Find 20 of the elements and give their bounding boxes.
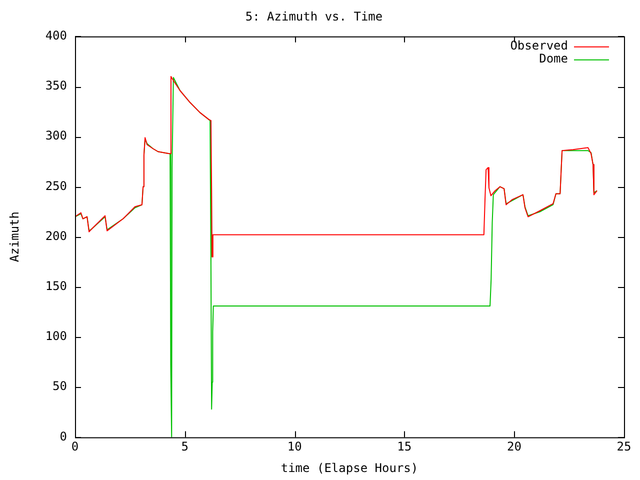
y-tick-label: 350 [45, 78, 67, 93]
y-axis-title: Azimuth [7, 212, 22, 262]
y-tick-label: 300 [45, 128, 67, 143]
y-tick-label: 100 [45, 329, 67, 344]
y-tick-label: 0 [60, 429, 67, 444]
x-tick-label: 0 [71, 440, 79, 454]
legend-label: Dome [539, 52, 568, 66]
x-tick-label: 15 [397, 440, 412, 454]
x-axis-title: time (Elapse Hours) [280, 460, 418, 475]
x-tick-label: 5 [181, 440, 188, 454]
x-tick-label: 25 [616, 440, 632, 454]
chart-title: 5: Azimuth vs. Time [245, 9, 383, 24]
x-tick-label: 10 [287, 440, 302, 454]
y-tick-label: 150 [45, 279, 67, 294]
legend-label: Observed [510, 38, 568, 53]
y-tick-label: 50 [52, 379, 67, 394]
y-tick-label: 400 [45, 28, 67, 43]
y-tick-label: 250 [45, 178, 67, 193]
x-tick-label: 20 [506, 440, 522, 454]
y-tick-label: 200 [45, 228, 67, 243]
